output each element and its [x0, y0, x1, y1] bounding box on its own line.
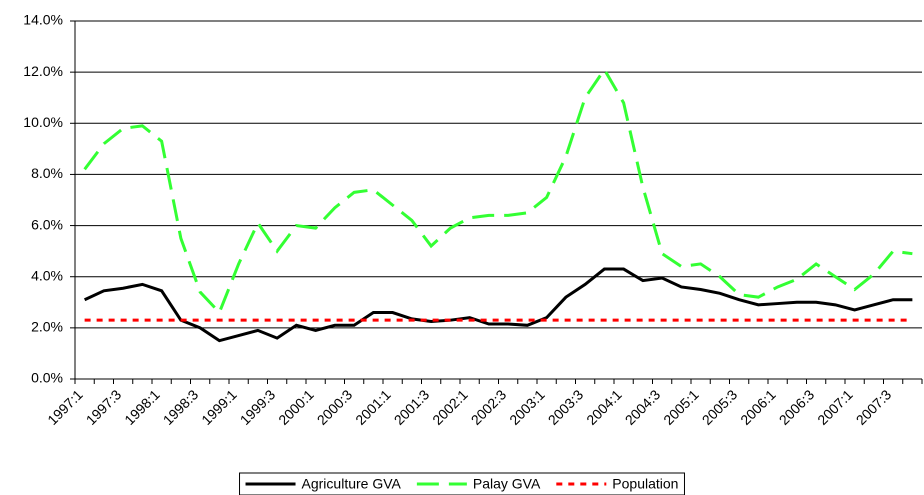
x-tick-label: 2002:1 [429, 386, 471, 428]
x-tick-label: 2007:1 [814, 386, 856, 428]
series-line [83, 66, 913, 316]
x-tick-label: 2002:3 [468, 386, 510, 428]
legend-label: Agriculture GVA [302, 476, 402, 492]
x-tick-label: 2003:3 [545, 386, 587, 428]
x-tick-label: 2000:1 [275, 386, 317, 428]
x-tick-label: 1997:1 [44, 386, 86, 428]
y-tick-label: 10.0% [23, 114, 63, 130]
legend-label: Population [612, 476, 678, 492]
x-tick-label: 2003:1 [506, 386, 548, 428]
legend-item: Palay GVA [416, 476, 541, 492]
x-tick-label: 1998:3 [160, 386, 202, 428]
x-tick-label: 1998:1 [121, 386, 163, 428]
y-tick-label: 8.0% [31, 165, 63, 181]
x-tick-label: 2006:3 [776, 386, 818, 428]
x-tick-label: 2004:1 [583, 386, 625, 428]
x-tick-label: 2005:1 [660, 386, 702, 428]
y-tick-label: 4.0% [31, 267, 63, 283]
y-tick-label: 6.0% [31, 216, 63, 232]
x-tick-label: 2005:3 [699, 386, 741, 428]
legend: Agriculture GVA Palay GVA Population [239, 472, 685, 495]
x-tick-label: 1999:3 [237, 386, 279, 428]
x-tick-label: 2000:3 [314, 386, 356, 428]
series-line [83, 267, 913, 343]
x-tick-label: 2007:3 [853, 386, 895, 428]
legend-item: Population [556, 476, 678, 492]
x-tick-label: 2001:3 [391, 386, 433, 428]
y-tick-label: 0.0% [31, 370, 63, 386]
y-tick-label: 14.0% [23, 12, 63, 28]
x-tick-label: 2004:3 [622, 386, 664, 428]
y-tick-label: 2.0% [31, 319, 63, 335]
legend-label: Palay GVA [473, 476, 541, 492]
x-tick-label: 1999:1 [198, 386, 240, 428]
y-tick-label: 12.0% [23, 63, 63, 79]
x-tick-label: 2001:1 [352, 386, 394, 428]
x-tick-label: 2006:1 [737, 386, 779, 428]
x-tick-label: 1997:3 [83, 386, 125, 428]
legend-item: Agriculture GVA [245, 476, 402, 492]
